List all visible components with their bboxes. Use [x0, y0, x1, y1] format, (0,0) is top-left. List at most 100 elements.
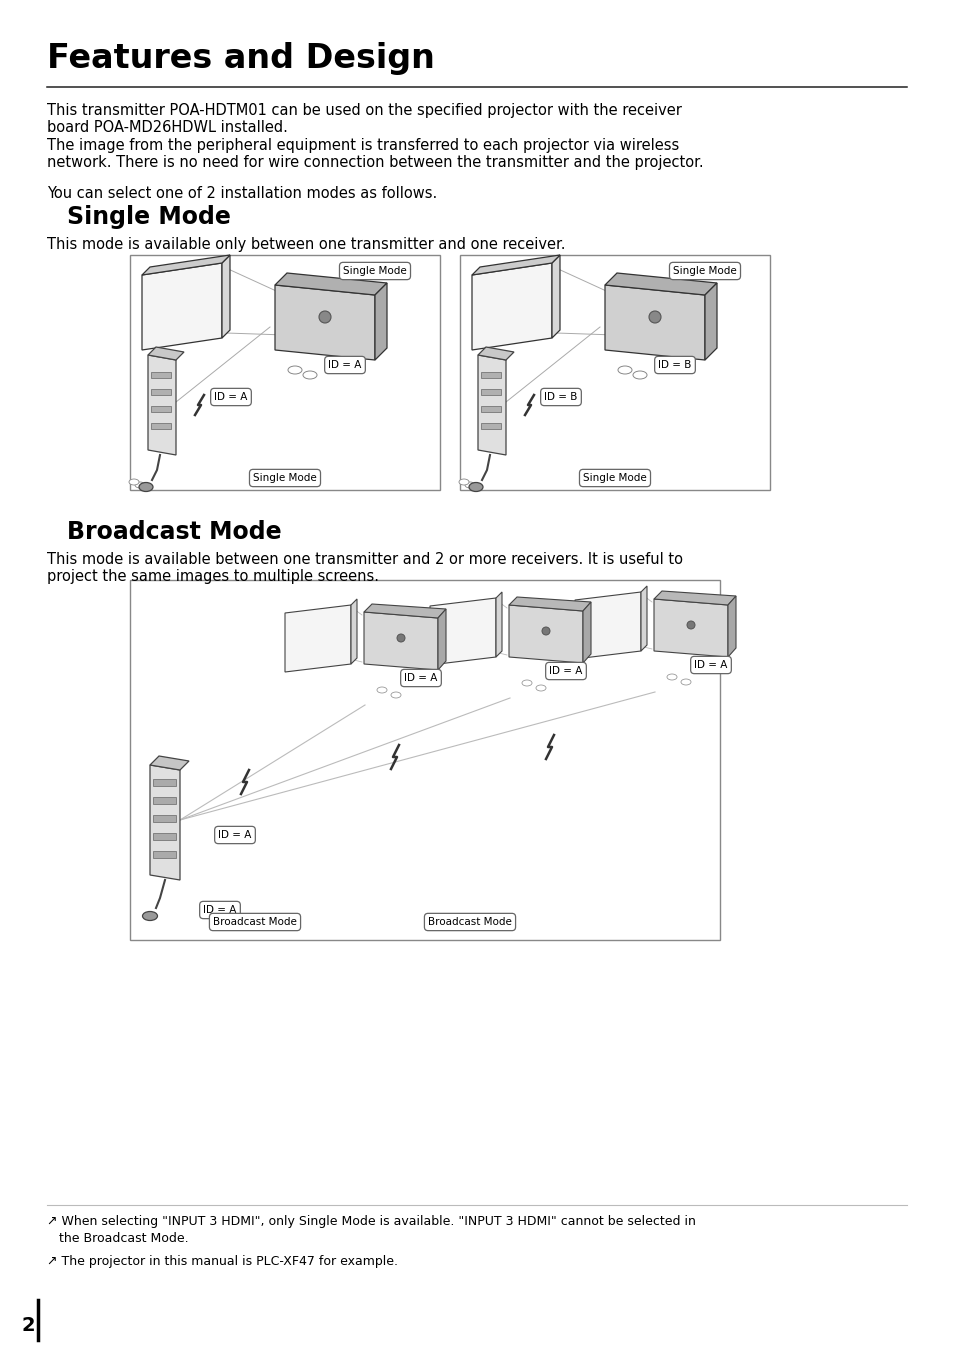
Ellipse shape: [680, 678, 690, 685]
Polygon shape: [604, 274, 717, 295]
Polygon shape: [575, 592, 640, 659]
Polygon shape: [582, 603, 590, 663]
Bar: [152, 798, 175, 804]
Text: ID = A: ID = A: [203, 904, 236, 915]
Text: The image from the peripheral equipment is transferred to each projector via wir: The image from the peripheral equipment …: [47, 138, 679, 153]
Polygon shape: [496, 592, 501, 657]
Bar: [151, 406, 171, 412]
Ellipse shape: [376, 686, 387, 693]
Polygon shape: [148, 355, 175, 455]
Text: This mode is available only between one transmitter and one receiver.: This mode is available only between one …: [47, 237, 565, 252]
Text: ID = B: ID = B: [658, 360, 691, 370]
Bar: [152, 779, 175, 787]
Text: Broadcast Mode: Broadcast Mode: [67, 520, 281, 544]
Ellipse shape: [142, 911, 157, 921]
Circle shape: [318, 311, 331, 324]
Text: ↗ When selecting "INPUT 3 HDMI", only Single Mode is available. "INPUT 3 HDMI" c: ↗ When selecting "INPUT 3 HDMI", only Si…: [47, 1215, 695, 1228]
Bar: [152, 852, 175, 858]
Text: Single Mode: Single Mode: [67, 204, 231, 229]
Ellipse shape: [618, 366, 631, 374]
Text: Features and Design: Features and Design: [47, 42, 435, 74]
Polygon shape: [375, 283, 387, 360]
Text: Single Mode: Single Mode: [343, 265, 406, 276]
Bar: [152, 815, 175, 822]
Polygon shape: [222, 255, 230, 338]
Text: ID = A: ID = A: [549, 666, 582, 676]
Bar: [151, 372, 171, 378]
Polygon shape: [727, 596, 735, 657]
Ellipse shape: [666, 674, 677, 680]
Polygon shape: [654, 598, 727, 657]
Ellipse shape: [129, 479, 139, 485]
Bar: [151, 389, 171, 395]
Polygon shape: [552, 255, 559, 338]
Text: ID = B: ID = B: [544, 393, 578, 402]
Polygon shape: [654, 590, 735, 605]
Polygon shape: [142, 263, 222, 349]
Text: project the same images to multiple screens.: project the same images to multiple scre…: [47, 569, 378, 584]
Polygon shape: [351, 598, 356, 663]
Ellipse shape: [391, 692, 400, 699]
Bar: [152, 833, 175, 839]
Polygon shape: [477, 347, 514, 360]
Text: This mode is available between one transmitter and 2 or more receivers. It is us: This mode is available between one trans…: [47, 552, 682, 567]
Bar: [459, 255, 769, 490]
Text: ↗ The projector in this manual is PLC-XF47 for example.: ↗ The projector in this manual is PLC-XF…: [47, 1255, 397, 1267]
Text: board POA-MD26HDWL installed.: board POA-MD26HDWL installed.: [47, 121, 288, 135]
Ellipse shape: [536, 685, 545, 691]
Bar: [480, 422, 500, 429]
Ellipse shape: [464, 482, 475, 487]
Polygon shape: [704, 283, 717, 360]
Polygon shape: [364, 604, 446, 617]
Ellipse shape: [633, 371, 646, 379]
Bar: [130, 255, 439, 490]
Ellipse shape: [469, 482, 482, 492]
Text: This transmitter POA-HDTM01 can be used on the specified projector with the rece: This transmitter POA-HDTM01 can be used …: [47, 103, 681, 118]
Text: Single Mode: Single Mode: [673, 265, 736, 276]
Polygon shape: [509, 605, 582, 663]
Polygon shape: [640, 586, 646, 651]
Circle shape: [396, 634, 405, 642]
Text: ID = A: ID = A: [214, 393, 248, 402]
Ellipse shape: [303, 371, 316, 379]
Text: Broadcast Mode: Broadcast Mode: [213, 917, 296, 927]
Text: ID = A: ID = A: [404, 673, 437, 682]
Ellipse shape: [288, 366, 302, 374]
Polygon shape: [150, 765, 180, 880]
Text: ID = A: ID = A: [218, 830, 252, 839]
Polygon shape: [477, 355, 505, 455]
Text: You can select one of 2 installation modes as follows.: You can select one of 2 installation mod…: [47, 185, 436, 200]
Text: 2: 2: [22, 1316, 35, 1335]
Text: Single Mode: Single Mode: [582, 473, 646, 483]
Ellipse shape: [458, 479, 469, 485]
Bar: [130, 580, 720, 940]
Ellipse shape: [521, 680, 532, 686]
Polygon shape: [142, 255, 230, 275]
Polygon shape: [148, 347, 184, 360]
Polygon shape: [274, 274, 387, 295]
Text: Single Mode: Single Mode: [253, 473, 316, 483]
Bar: [480, 406, 500, 412]
Text: network. There is no need for wire connection between the transmitter and the pr: network. There is no need for wire conne…: [47, 154, 703, 171]
Circle shape: [648, 311, 660, 324]
Polygon shape: [472, 255, 559, 275]
Bar: [151, 422, 171, 429]
Polygon shape: [509, 597, 590, 611]
Polygon shape: [274, 284, 375, 360]
Bar: [480, 389, 500, 395]
Polygon shape: [285, 605, 351, 672]
Ellipse shape: [135, 482, 145, 487]
Text: the Broadcast Mode.: the Broadcast Mode.: [47, 1232, 189, 1244]
Ellipse shape: [139, 482, 152, 492]
Polygon shape: [472, 263, 552, 349]
Polygon shape: [437, 609, 446, 670]
Circle shape: [541, 627, 550, 635]
Polygon shape: [150, 756, 189, 770]
Text: Broadcast Mode: Broadcast Mode: [428, 917, 512, 927]
Bar: [480, 372, 500, 378]
Polygon shape: [604, 284, 704, 360]
Polygon shape: [430, 598, 496, 665]
Polygon shape: [364, 612, 437, 670]
Text: ID = A: ID = A: [694, 659, 727, 670]
Text: ID = A: ID = A: [328, 360, 361, 370]
